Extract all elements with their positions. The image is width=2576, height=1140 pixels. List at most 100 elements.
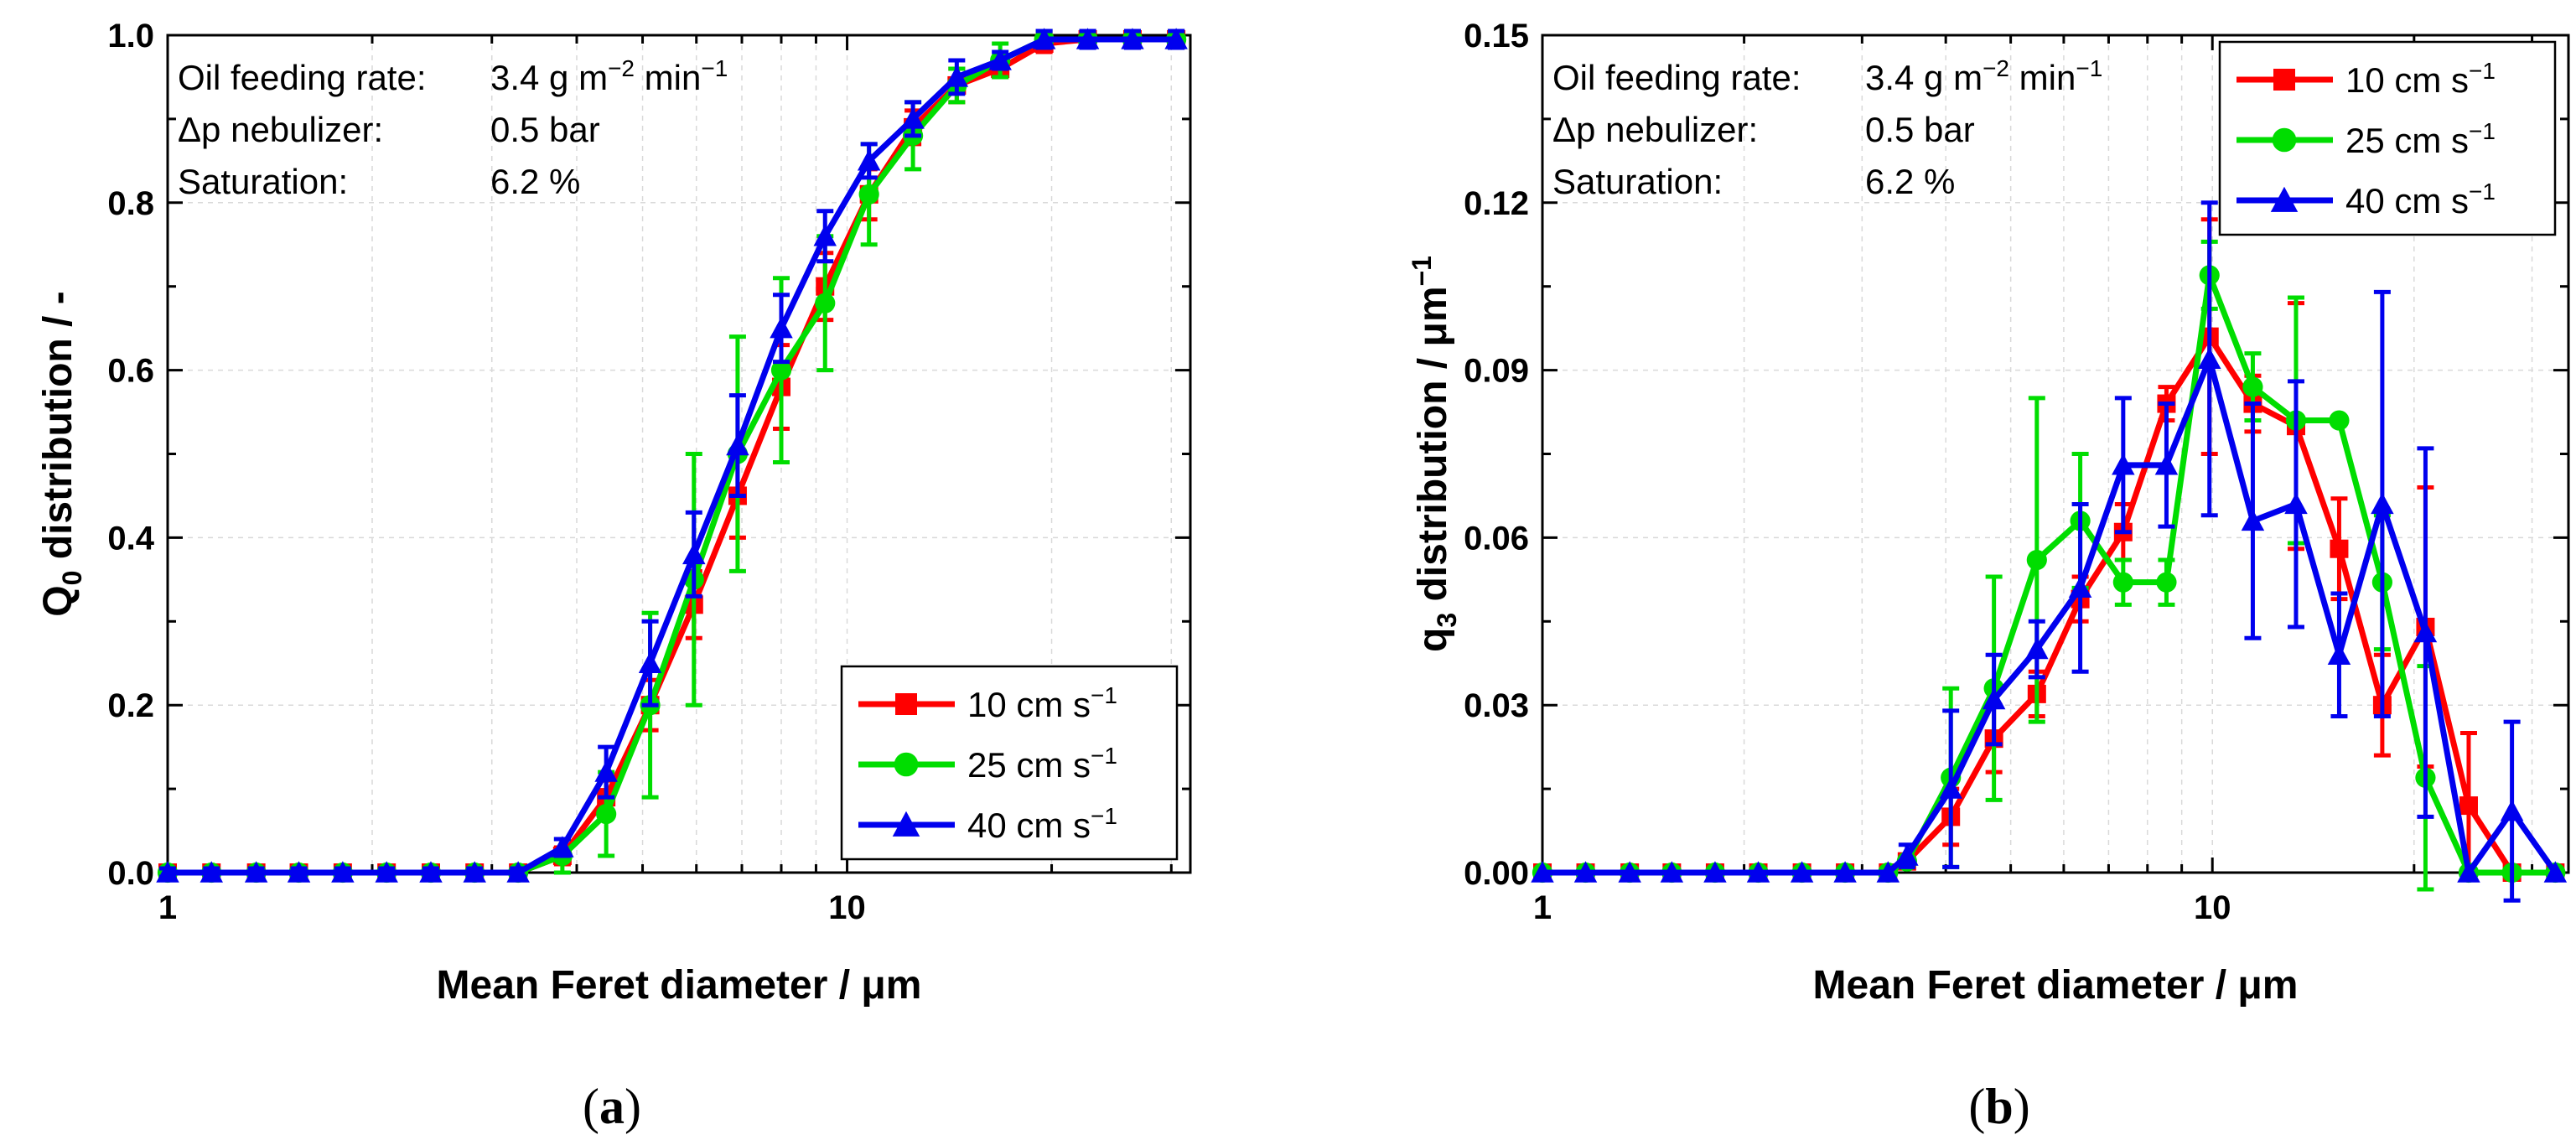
- series-40-cm-s: [156, 28, 1188, 883]
- annotation-value: 3.4 g m−2 min−1: [490, 55, 728, 97]
- annotation-value-text: 3.4 g m: [490, 58, 608, 97]
- y-axis-title-rest: distribution / -: [36, 291, 80, 570]
- data-point: [375, 861, 398, 883]
- data-point: [2026, 549, 2047, 571]
- y-axis-title: q3 distribution / μm−1: [1407, 256, 1462, 652]
- data-point: [2241, 509, 2265, 531]
- caption-paren: ): [2014, 1079, 2030, 1134]
- data-point: [2112, 572, 2133, 593]
- x-axis-title: Mean Feret diameter / μm: [1813, 963, 2299, 1008]
- data-point: [858, 184, 879, 205]
- legend-label-text: 40 cm s: [2345, 181, 2469, 220]
- data-point: [2197, 347, 2221, 369]
- x-tick-label: 10: [828, 889, 866, 926]
- annotation-value: 0.5 bar: [490, 110, 600, 149]
- legend: 10 cm s−125 cm s−140 cm s−1: [2218, 40, 2557, 236]
- data-point: [596, 803, 617, 825]
- legend-label: 25 cm s−1: [2345, 118, 2496, 160]
- legend-label-superscript: −1: [1091, 682, 1117, 708]
- data-point: [945, 65, 969, 87]
- series-line: [168, 36, 1177, 876]
- annotation-label: Oil feeding rate:: [178, 58, 427, 97]
- legend-marker: [895, 693, 917, 715]
- annotation-value: 3.4 g m−2 min−1: [1865, 55, 2102, 97]
- legend-label: 10 cm s−1: [2345, 58, 2496, 100]
- data-point: [2330, 539, 2349, 558]
- y-axis-title-superscript: −1: [1407, 256, 1437, 286]
- data-point: [815, 293, 836, 314]
- series-40-cm-s: [1531, 200, 2568, 903]
- x-axis-title: Mean Feret diameter / μm: [437, 963, 922, 1008]
- annotation-superscript: −1: [2076, 55, 2102, 81]
- annotation-label: Oil feeding rate:: [1552, 58, 1801, 97]
- legend-marker: [894, 752, 919, 777]
- data-point: [1790, 861, 1814, 883]
- legend-label-text: 10 cm s: [967, 685, 1091, 724]
- data-point: [1660, 861, 1684, 883]
- data-point: [287, 861, 311, 883]
- y-tick-label: 0.8: [107, 185, 154, 222]
- data-point: [2284, 492, 2308, 515]
- chart-panel-a: 1 10 0.0 0.2 0.4 0.6 0.8 1.0 Mean Feret diameter…: [36, 18, 1192, 1134]
- legend-label: 40 cm s−1: [967, 803, 1117, 845]
- annotation-value: 6.2 %: [490, 162, 580, 201]
- data-point: [770, 360, 792, 381]
- y-axis: 0.0 0.2 0.4 0.6 0.8 1.0: [107, 18, 1190, 892]
- data-point: [2068, 576, 2092, 598]
- legend-label-superscript: −1: [2469, 179, 2496, 205]
- y-tick-label: 0.12: [1464, 185, 1529, 222]
- data-point: [419, 861, 443, 883]
- legend-label-text: 40 cm s: [967, 806, 1091, 845]
- data-point: [1982, 687, 2006, 710]
- legend-label: 40 cm s−1: [2345, 179, 2496, 220]
- y-axis-title-subscript: 3: [1432, 613, 1462, 628]
- data-point: [2242, 376, 2263, 397]
- data-point: [988, 49, 1012, 70]
- y-tick-label: 0.2: [107, 687, 154, 724]
- data-point: [2543, 861, 2568, 883]
- y-axis-title-main: Q: [36, 585, 80, 616]
- data-point: [1746, 861, 1770, 883]
- caption-paren: (: [583, 1079, 599, 1134]
- data-point: [2156, 572, 2177, 593]
- x-tick-label: 1: [158, 889, 177, 926]
- chart-panel-b: 1 10 0.00 0.03 0.06 0.09 0.12 0.15 Mean Feret di…: [1407, 18, 2570, 1134]
- legend-label: 25 cm s−1: [967, 743, 1117, 785]
- annotation-value: 6.2 %: [1865, 162, 1955, 201]
- data-point: [1121, 28, 1144, 49]
- legend-label-text: 10 cm s: [2345, 60, 2469, 100]
- data-point: [2025, 637, 2049, 660]
- data-point: [331, 861, 355, 883]
- annotation-label: Saturation:: [178, 162, 348, 201]
- legend-label-superscript: −1: [2469, 118, 2496, 144]
- annotation-superscript: −1: [701, 55, 728, 81]
- annotation-label: Δp nebulizer:: [178, 110, 383, 149]
- data-point: [1573, 861, 1598, 883]
- y-tick-label: 0.4: [107, 520, 154, 557]
- annotation-superscript: −2: [608, 55, 635, 81]
- data-point: [2154, 453, 2179, 475]
- condition-annotations: Oil feeding rate: 3.4 g m−2 min−1 Δp nebul…: [178, 55, 728, 201]
- panel-caption: (b): [1968, 1079, 2029, 1134]
- data-point: [2112, 453, 2135, 475]
- annotation-value-text: 3.4 g m: [1865, 58, 1983, 97]
- y-tick-label: 0.09: [1464, 353, 1529, 390]
- x-tick-label: 10: [2194, 889, 2231, 926]
- data-point: [1895, 844, 1919, 866]
- data-point: [2459, 796, 2478, 816]
- y-axis-title: Q0 distribution / -: [36, 291, 87, 616]
- y-tick-label: 0.0: [107, 855, 154, 892]
- series-line: [1542, 355, 2558, 876]
- condition-annotations: Oil feeding rate: 3.4 g m−2 min−1 Δp nebul…: [1552, 55, 2102, 201]
- data-point: [2327, 643, 2351, 665]
- annotation-value: 0.5 bar: [1865, 110, 1975, 149]
- data-point: [726, 433, 749, 456]
- y-axis-title-rest: distribution / μm: [1411, 287, 1455, 613]
- legend-label-text: 25 cm s: [967, 745, 1091, 785]
- caption-paren: (: [1968, 1079, 1985, 1134]
- series-25-cm-s: [1532, 239, 2566, 892]
- data-point: [463, 861, 486, 883]
- data-point: [1703, 861, 1727, 883]
- legend-marker: [2270, 186, 2299, 212]
